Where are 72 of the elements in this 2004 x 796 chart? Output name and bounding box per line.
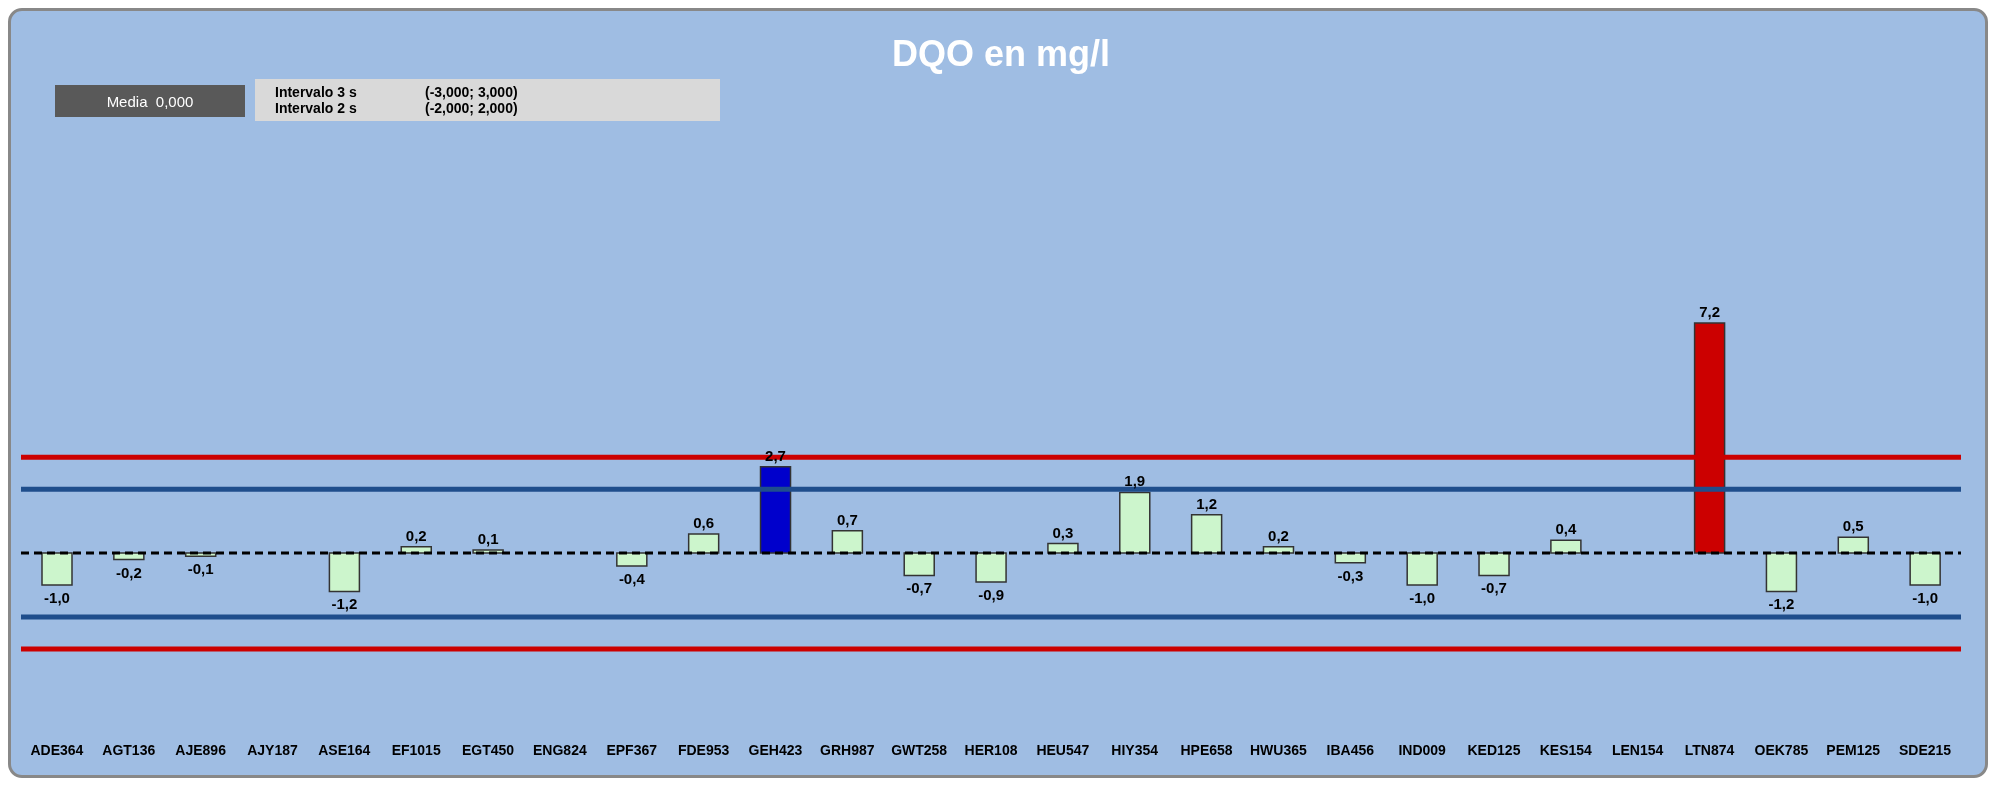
x-tick-label: IBA456 [1326,741,1375,758]
data-label: -1,0 [1409,589,1436,607]
data-label: -1,0 [44,589,70,607]
x-tick-label: EF1015 [391,741,441,758]
x-tick-label: ENG824 [533,741,587,758]
bar [903,552,935,577]
x-tick-label: ASE164 [318,741,371,758]
bar [1478,552,1510,577]
data-label: 0,3 [1052,523,1074,541]
data-label: -1,2 [1768,595,1795,613]
data-label: 1,9 [1124,472,1146,490]
data-label: 1,2 [1196,494,1218,512]
data-label: -0,3 [1337,566,1364,584]
x-tick-label: FDE953 [677,741,730,758]
x-tick-label: HEU547 [1036,741,1090,758]
x-tick-label: ADE364 [30,741,84,758]
x-tick-label: SDE215 [1899,741,1952,758]
x-tick-label: PEM125 [1826,741,1881,758]
bar [328,552,361,593]
data-label: 7,2 [1699,303,1721,320]
x-tick-label: AJY187 [247,741,298,758]
x-tick-label: GEH423 [748,741,803,758]
bar [831,530,864,554]
data-label: 0,6 [693,513,715,531]
text: Media 0,000 [55,85,245,117]
x-tick-label: GWT258 [891,741,948,758]
x-tick-label: GRH987 [820,741,875,758]
data-label: 0,1 [477,529,499,547]
x-tick-label: AGT136 [102,741,156,758]
x-tick-label: HPE658 [1180,741,1233,758]
data-label: 0,4 [1555,520,1577,538]
bar [975,552,1007,583]
bar [687,533,720,554]
x-tick-label: EPF367 [606,741,658,758]
data-label: 0,5 [1842,517,1864,535]
bar [1837,536,1870,554]
data-label: -0,7 [906,579,933,597]
x-tick-label: OEK785 [1754,741,1809,758]
text: (-3,000; 3,000) [425,84,519,100]
x-tick-label: LTN874 [1684,741,1735,758]
bar [616,552,648,567]
x-tick-label: KES154 [1539,741,1593,758]
bar [1119,491,1151,554]
x-tick-label: AJE896 [175,741,227,758]
x-tick-label: EGT450 [461,741,515,758]
x-tick-label: IND009 [1398,741,1447,758]
data-label: -1,2 [331,595,358,613]
x-tick-label: KED125 [1467,741,1521,758]
x-tick-label: LEN154 [1611,741,1664,758]
text: Intervalo 3 s [275,84,358,100]
x-tick-label: HER108 [964,741,1018,758]
data-label: -0,2 [115,563,142,581]
data-label: 0,2 [1268,526,1289,544]
data-label: -0,7 [1481,579,1507,597]
bar [759,466,792,554]
text: (-2,000; 2,000) [425,100,519,116]
data-label: 0,7 [836,510,858,528]
bar [1550,539,1582,554]
data-label: -0,4 [618,569,646,587]
data-label: -0,9 [978,585,1004,603]
bar [1909,552,1941,586]
chart-title: DQO en mg/l [891,33,1111,75]
text: Intervalo 2 s [275,100,358,116]
x-tick-label: HWU365 [1250,741,1308,758]
bar [41,552,73,586]
data-label: 0,2 [405,526,427,544]
data-label: -1,0 [1912,589,1939,607]
data-label: -0,1 [187,560,214,578]
x-tick-label: HIY354 [1111,741,1159,758]
bar [1190,514,1223,554]
bar [1406,552,1438,586]
bar [1765,552,1798,593]
